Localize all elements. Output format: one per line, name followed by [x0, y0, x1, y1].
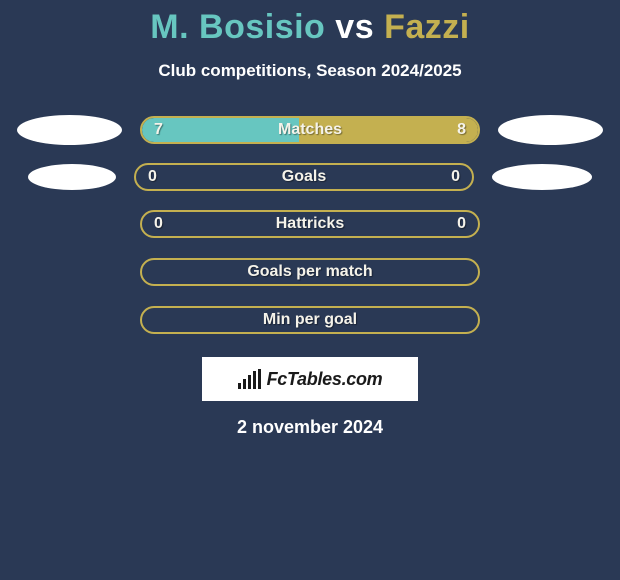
stat-value-right: 0: [457, 212, 466, 236]
stat-value-right: 8: [457, 118, 466, 142]
player2-logo-slot: [498, 209, 603, 239]
logo-badge[interactable]: FcTables.com: [202, 357, 418, 401]
stat-bar: Min per goal: [140, 306, 480, 334]
player2-logo-slot: [492, 164, 592, 190]
stat-bar: 7 8 Matches: [140, 116, 480, 144]
player1-name: M. Bosisio: [150, 8, 325, 46]
player1-logo-slot: [17, 115, 122, 145]
bar-icon-segment: [238, 383, 241, 389]
bar-icon-segment: [253, 371, 256, 389]
player1-logo-slot: [17, 257, 122, 287]
stat-value-left: 7: [154, 118, 163, 142]
barchart-icon: [238, 369, 261, 389]
stat-bar: 0 0 Hattricks: [140, 210, 480, 238]
stat-row: 7 8 Matches: [0, 115, 620, 145]
stat-label: Goals: [282, 168, 326, 186]
stat-value-left: 0: [148, 165, 157, 189]
bar-icon-segment: [258, 369, 261, 389]
stat-row: 0 0 Goals: [0, 163, 620, 191]
stat-label: Min per goal: [263, 311, 357, 329]
vs-text: vs: [335, 8, 374, 46]
logo-text: FcTables.com: [267, 369, 383, 390]
stat-bar: Goals per match: [140, 258, 480, 286]
stat-row: Min per goal: [0, 305, 620, 335]
bar-icon-segment: [248, 375, 251, 389]
player1-logo-slot: [28, 164, 116, 190]
stat-row: Goals per match: [0, 257, 620, 287]
bar-fill-left: [142, 118, 299, 142]
player2-name: Fazzi: [384, 8, 470, 46]
stat-bar: 0 0 Goals: [134, 163, 474, 191]
stats-list: 7 8 Matches 0 0 Goals 0 0 Hattricks Goals per mat…: [0, 115, 620, 335]
player1-logo-slot: [17, 305, 122, 335]
stat-label: Hattricks: [276, 215, 344, 233]
comparison-card: M. Bosisio vs Fazzi Club competitions, S…: [0, 0, 620, 438]
player2-logo-slot: [498, 257, 603, 287]
date-text: 2 november 2024: [0, 417, 620, 438]
player1-logo-slot: [17, 209, 122, 239]
stat-label: Matches: [278, 121, 342, 139]
player2-logo-slot: [498, 305, 603, 335]
stat-row: 0 0 Hattricks: [0, 209, 620, 239]
player2-logo-slot: [498, 115, 603, 145]
page-title: M. Bosisio vs Fazzi: [0, 8, 620, 47]
stat-label: Goals per match: [247, 263, 372, 281]
stat-value-right: 0: [451, 165, 460, 189]
subtitle: Club competitions, Season 2024/2025: [0, 61, 620, 81]
stat-value-left: 0: [154, 212, 163, 236]
bar-icon-segment: [243, 379, 246, 389]
